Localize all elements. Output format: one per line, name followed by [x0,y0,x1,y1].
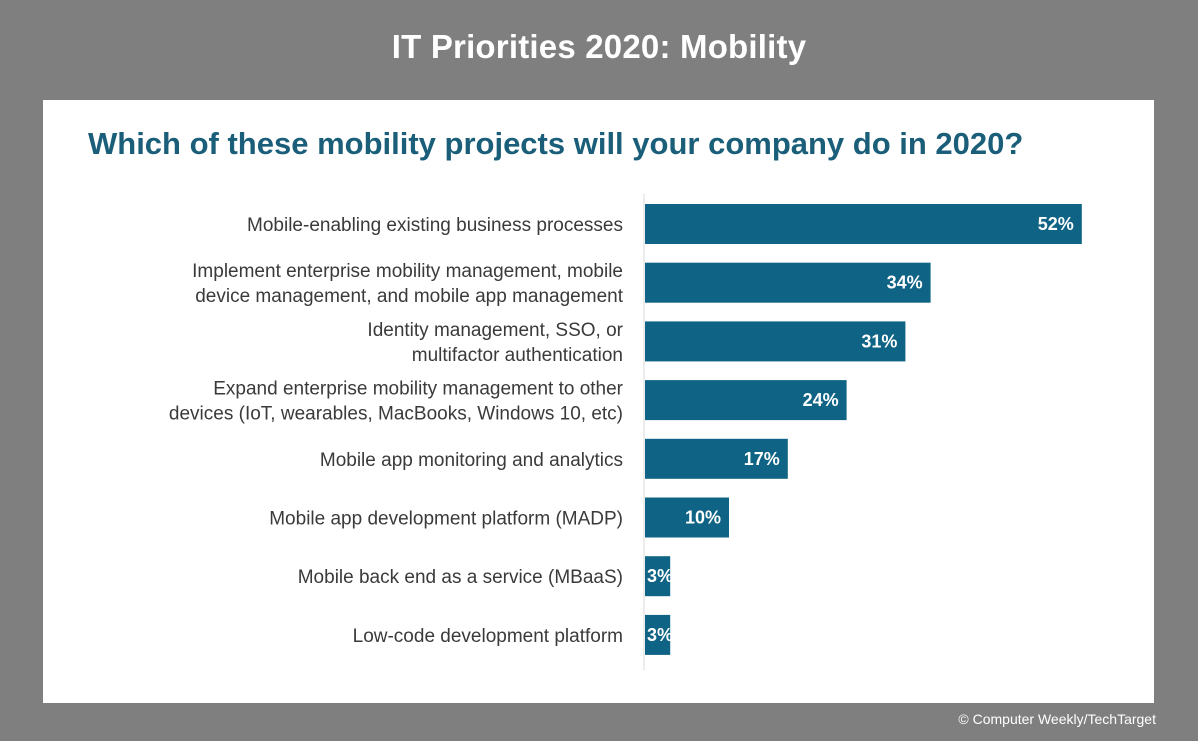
value-label-4: 24% [803,390,839,410]
value-label-3: 31% [861,331,897,351]
category-label-8: Low-code development platform [353,626,623,647]
value-label-8: 3% [647,625,673,645]
category-label-4: Expand enterprise mobility management to… [169,379,624,425]
value-label-6: 10% [685,508,721,528]
bar-2 [645,262,931,303]
bar-6 [645,497,729,538]
bar-3 [645,321,906,362]
value-label-1: 52% [1038,214,1074,234]
bar-5 [645,438,788,479]
value-label-7: 3% [647,566,673,586]
bar-8 [645,614,671,655]
bar-7 [645,556,671,597]
category-label-7: Mobile back end as a service (MBaaS) [298,567,623,588]
bar-chart: 52% Mobile-enabling existing business pro… [169,194,1082,670]
category-label-5: Mobile app monitoring and analytics [320,450,623,471]
category-label-6: Mobile app development platform (MADP) [269,509,623,530]
credit-text: © Computer Weekly/TechTarget [958,711,1156,727]
banner-title: IT Priorities 2020: Mobility [391,28,807,65]
chart-panel: Which of these mobility projects will yo… [43,100,1154,703]
value-label-5: 17% [744,449,780,469]
value-label-2: 34% [887,273,923,293]
bars-layer: 52% Mobile-enabling existing business pro… [169,204,1082,655]
chart-title: Which of these mobility projects will yo… [88,126,1024,161]
category-label-1: Mobile-enabling existing business proces… [247,215,623,236]
bar-1 [645,204,1082,244]
bar-4 [645,380,847,421]
category-label-2: Implement enterprise mobility management… [192,261,624,307]
category-label-3: Identity management, SSO, or multifactor … [367,320,623,366]
